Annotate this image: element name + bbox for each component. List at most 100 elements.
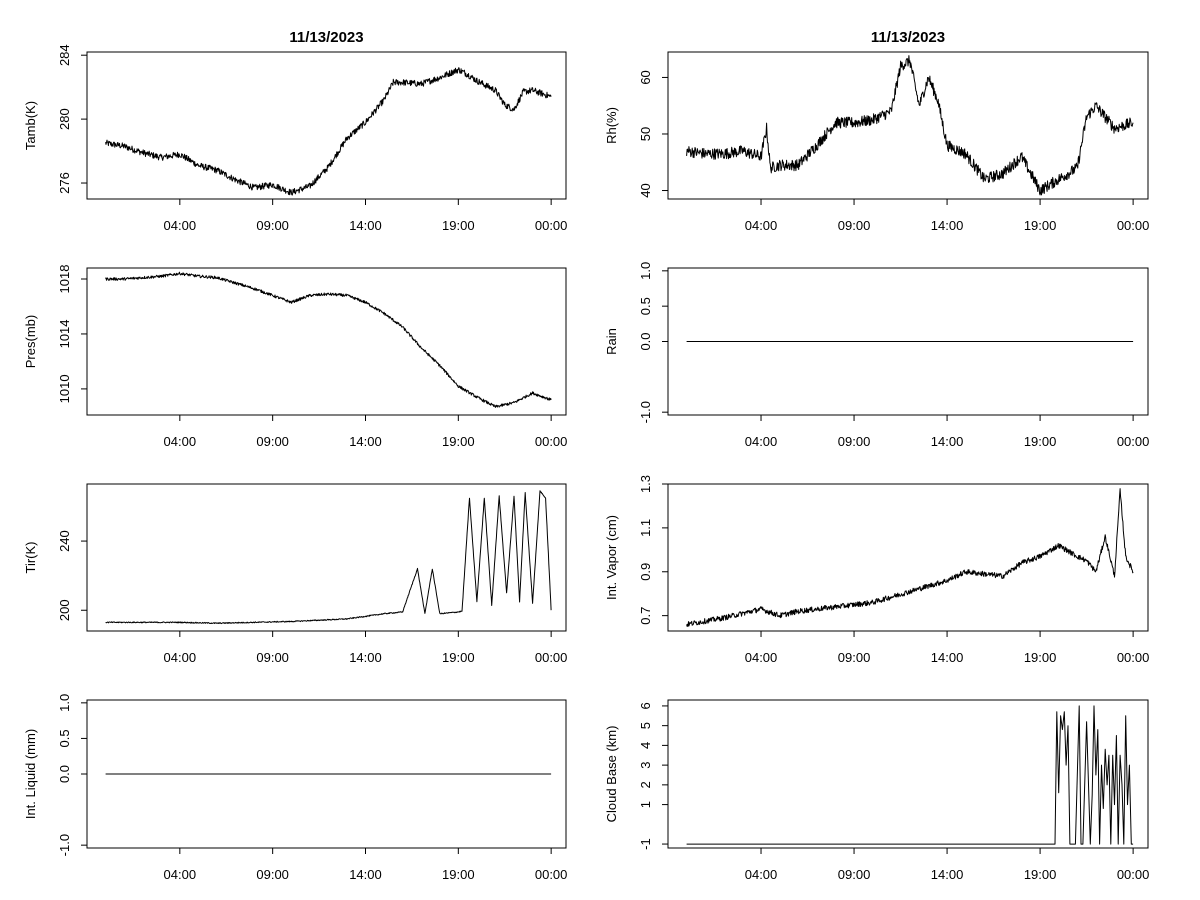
y-tick-label: 200 (57, 599, 72, 621)
y-tick-label: 2 (638, 781, 653, 788)
x-tick-label: 04:00 (745, 218, 778, 233)
x-tick-label: 14:00 (931, 434, 964, 449)
plot-frame (667, 51, 1149, 200)
y-tick-label: 284 (57, 44, 72, 66)
x-tick-label: 14:00 (931, 650, 964, 665)
y-axis-title: Tamb(K) (23, 101, 38, 150)
series-line-tamb (105, 67, 552, 196)
y-tick-label: 60 (638, 70, 653, 84)
y-tick-label: 1014 (57, 319, 72, 348)
x-tick-label: 14:00 (349, 867, 382, 882)
x-tick-label: 09:00 (256, 434, 289, 449)
y-axis-title: Pres(mb) (23, 315, 38, 368)
plot-frame (667, 483, 1149, 632)
y-tick-label: 6 (638, 702, 653, 709)
x-tick-label: 14:00 (931, 218, 964, 233)
y-axis-title: Int. Vapor (cm) (604, 515, 619, 600)
x-tick-label: 19:00 (1024, 867, 1057, 882)
x-tick-label: 09:00 (838, 218, 871, 233)
x-tick-label: 09:00 (838, 434, 871, 449)
series-line-tir (105, 490, 552, 625)
x-tick-label: 14:00 (931, 867, 964, 882)
panel-title: 11/13/2023 (289, 29, 363, 46)
x-tick-label: 04:00 (164, 434, 197, 449)
y-tick-label: 4 (638, 742, 653, 749)
x-tick-label: 04:00 (164, 650, 197, 665)
x-tick-label: 04:00 (745, 650, 778, 665)
panel-cloudbase: -1 1 2 3 4 5 6 04:00 09:00 14:00 19:00 00:00 Cloud B… (604, 699, 1150, 882)
x-tick-label: 09:00 (256, 867, 289, 882)
x-tick-label: 00:00 (535, 867, 568, 882)
y-axis-title: Rh(%) (604, 107, 619, 144)
y-tick-label: 1.0 (638, 262, 653, 280)
x-tick-label: 04:00 (164, 867, 197, 882)
panel-tir: 200 240 04:00 09:00 14:00 19:00 00:00 Tir(K) (23, 483, 568, 665)
y-tick-label: 0.5 (638, 297, 653, 315)
plot-frame (86, 51, 567, 200)
panel-title: 11/13/2023 (871, 29, 945, 46)
y-tick-label: -1.0 (638, 401, 653, 423)
x-tick-label: 14:00 (349, 218, 382, 233)
panel-rain: -1.0 0.0 0.5 1.0 04:00 09:00 14:00 19:00 00:00 Ra… (604, 262, 1149, 449)
x-tick-label: 09:00 (838, 650, 871, 665)
y-tick-label: 5 (638, 722, 653, 729)
y-axis-title: Rain (604, 328, 619, 355)
y-tick-label: 1 (638, 801, 653, 808)
x-tick-label: 19:00 (442, 218, 475, 233)
x-tick-label: 19:00 (442, 867, 475, 882)
y-tick-label: 1018 (57, 265, 72, 294)
y-tick-label: 1.0 (57, 694, 72, 712)
plot-frame (86, 267, 567, 416)
y-tick-label: -1.0 (57, 834, 72, 856)
y-tick-label: 3 (638, 762, 653, 769)
x-tick-label: 00:00 (535, 650, 568, 665)
plot-frame (86, 483, 567, 632)
x-tick-label: 04:00 (745, 867, 778, 882)
y-tick-label: 0.0 (57, 765, 72, 783)
x-tick-label: 09:00 (838, 867, 871, 882)
y-tick-label: 276 (57, 172, 72, 194)
y-tick-label: 40 (638, 183, 653, 197)
y-tick-label: 1010 (57, 374, 72, 403)
y-axis-title: Int. Liquid (mm) (23, 729, 38, 819)
panel-vapor: 0.7 0.9 1.1 1.3 04:00 09:00 14:00 19:00 00:00 Int… (604, 475, 1149, 665)
panel-pres: 1010 1014 1018 04:00 09:00 14:00 19:00 00:00 Pre… (23, 265, 567, 449)
x-tick-label: 00:00 (535, 434, 568, 449)
y-tick-label: 240 (57, 530, 72, 552)
x-tick-label: 14:00 (349, 434, 382, 449)
x-tick-label: 09:00 (256, 218, 289, 233)
series-line-vapor (686, 488, 1134, 627)
x-tick-label: 04:00 (745, 434, 778, 449)
y-tick-label: 50 (638, 127, 653, 141)
x-tick-label: 04:00 (164, 218, 197, 233)
y-tick-label: 0.0 (638, 332, 653, 350)
series-line-rh (686, 55, 1134, 196)
x-tick-label: 19:00 (1024, 434, 1057, 449)
x-tick-label: 00:00 (1117, 218, 1150, 233)
x-tick-label: 00:00 (535, 218, 568, 233)
y-tick-label: 0.9 (638, 563, 653, 581)
y-tick-label: 0.5 (57, 729, 72, 747)
y-axis-title: Cloud Base (km) (604, 726, 619, 823)
series-line-pres (105, 271, 552, 408)
x-tick-label: 14:00 (349, 650, 382, 665)
x-tick-label: 00:00 (1117, 434, 1150, 449)
x-tick-label: 19:00 (1024, 218, 1057, 233)
x-tick-label: 19:00 (442, 434, 475, 449)
y-tick-label: 0.7 (638, 607, 653, 625)
x-tick-label: 00:00 (1117, 867, 1150, 882)
x-tick-label: 09:00 (256, 650, 289, 665)
series-line-cloudbase (686, 705, 1134, 845)
y-tick-label: 1.1 (638, 519, 653, 537)
x-tick-label: 19:00 (1024, 650, 1057, 665)
panel-tamb: 11/13/2023 276 280 284 04:00 09:00 14:00 19:00 0… (23, 29, 567, 233)
x-tick-label: 19:00 (442, 650, 475, 665)
x-tick-label: 00:00 (1117, 650, 1150, 665)
plot-frame (667, 699, 1149, 849)
panel-rh: 11/13/2023 40 50 60 04:00 09:00 14:00 19:00 00:0… (604, 29, 1149, 233)
panel-liquid: -1.0 0.0 0.5 1.0 04:00 09:00 14:00 19:00 00:00 In… (23, 694, 567, 882)
y-tick-label: 280 (57, 108, 72, 130)
y-tick-label: 1.3 (638, 475, 653, 493)
y-axis-title: Tir(K) (23, 541, 38, 573)
